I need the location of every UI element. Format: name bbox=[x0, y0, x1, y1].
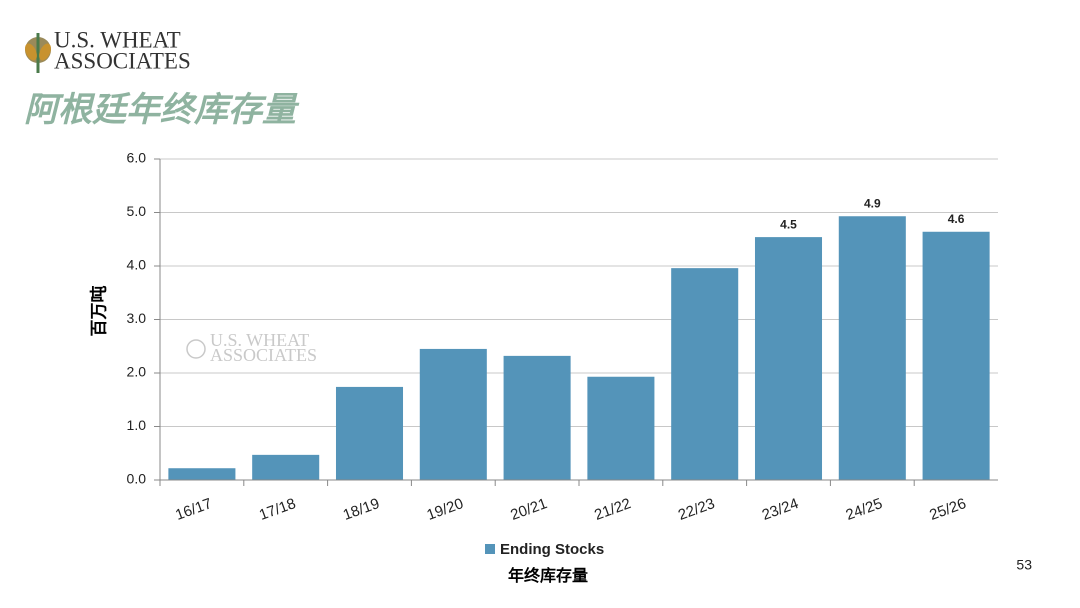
logo-text: U.S. WHEAT bbox=[54, 27, 181, 52]
data-label: 4.5 bbox=[780, 217, 797, 231]
bar bbox=[419, 348, 487, 480]
y-tick-label: 5.0 bbox=[127, 203, 147, 219]
bar bbox=[838, 216, 906, 480]
bar bbox=[503, 355, 571, 480]
y-axis-title: 百万吨 bbox=[88, 286, 108, 337]
watermark-text: ASSOCIATES bbox=[210, 345, 317, 365]
watermark-text: U.S. WHEAT bbox=[210, 330, 309, 350]
bar bbox=[922, 231, 990, 480]
y-tick-label: 1.0 bbox=[127, 417, 147, 433]
logo-text: ASSOCIATES bbox=[54, 48, 191, 73]
bar bbox=[587, 376, 655, 480]
legend-label: Ending Stocks bbox=[500, 541, 604, 558]
y-tick-label: 3.0 bbox=[127, 310, 147, 326]
x-tick-label: 25/26 bbox=[927, 495, 968, 524]
bar bbox=[754, 237, 823, 480]
watermark: U.S. WHEAT ASSOCIATES bbox=[186, 330, 317, 365]
y-tick-label: 0.0 bbox=[127, 471, 147, 487]
x-tick-label: 22/23 bbox=[676, 495, 717, 524]
x-tick-label: 18/19 bbox=[341, 495, 382, 524]
x-tick-label: 21/22 bbox=[592, 495, 633, 524]
bar bbox=[168, 468, 236, 480]
x-tick-label: 17/18 bbox=[257, 495, 298, 524]
page-number: 53 bbox=[1016, 557, 1032, 573]
bar bbox=[252, 454, 320, 480]
bar bbox=[671, 268, 739, 480]
bar bbox=[335, 386, 404, 480]
x-tick-label: 23/24 bbox=[760, 495, 801, 524]
slide-title: 阿根廷年终库存量 bbox=[24, 91, 300, 129]
x-tick-label: 19/20 bbox=[425, 495, 466, 524]
x-tick-label: 20/21 bbox=[508, 495, 549, 524]
logo-icon bbox=[25, 33, 51, 73]
x-axis-title: 年终库存量 bbox=[508, 566, 588, 585]
y-tick-label: 6.0 bbox=[127, 150, 147, 166]
x-tick-label: 24/25 bbox=[844, 495, 885, 524]
y-tick-label: 2.0 bbox=[127, 364, 147, 380]
data-label: 4.9 bbox=[864, 196, 881, 210]
x-tick-label: 16/17 bbox=[173, 495, 214, 524]
legend-swatch bbox=[485, 544, 495, 554]
y-tick-label: 4.0 bbox=[127, 257, 147, 273]
data-label: 4.6 bbox=[948, 212, 965, 226]
